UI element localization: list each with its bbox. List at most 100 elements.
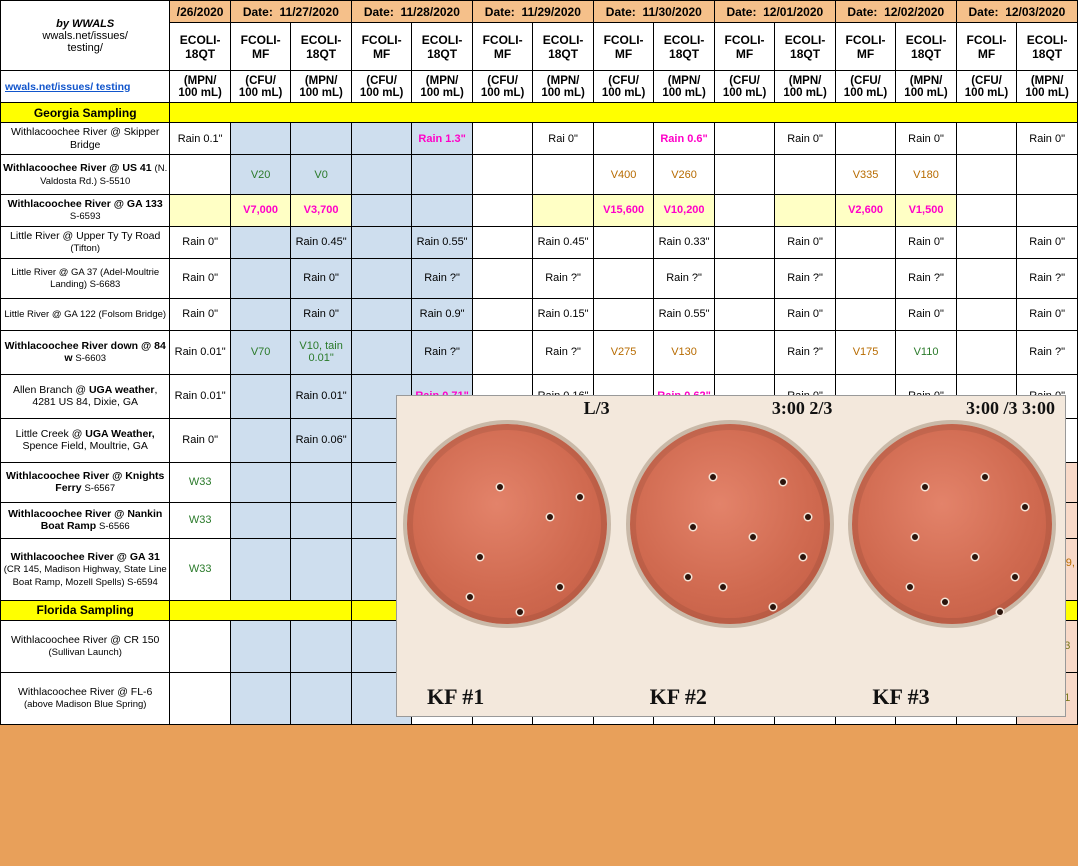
data-cell: [412, 195, 473, 227]
source-link[interactable]: wwals.net/issues/ testing: [1, 71, 170, 103]
data-cell: Rain 0": [1017, 226, 1078, 258]
data-cell: [593, 298, 653, 330]
data-cell: Rain 0": [896, 298, 957, 330]
unit: (CFU/100 mL): [956, 71, 1016, 103]
unit: (MPN/100 mL): [291, 71, 352, 103]
data-cell: Rai 0": [533, 123, 594, 155]
data-cell: [956, 195, 1016, 227]
data-cell: Rain 0": [170, 258, 230, 298]
data-cell: V130: [654, 330, 715, 374]
data-cell: Rain 0": [170, 226, 230, 258]
data-cell: [714, 330, 774, 374]
data-cell: Rain 0.45": [291, 226, 352, 258]
data-cell: [291, 502, 352, 538]
data-cell: [593, 226, 653, 258]
data-cell: Rain 0.01": [291, 374, 352, 418]
data-cell: [956, 298, 1016, 330]
data-cell: [956, 123, 1016, 155]
data-cell: V20: [230, 155, 290, 195]
unit: (MPN/100 mL): [654, 71, 715, 103]
data-cell: V2,600: [835, 195, 895, 227]
coltype: FCOLI-MF: [472, 23, 532, 71]
coltype: ECOLI-18QT: [896, 23, 957, 71]
unit: (MPN/100 mL): [896, 71, 957, 103]
data-cell: [956, 226, 1016, 258]
coltype: FCOLI-MF: [956, 23, 1016, 71]
coltype: FCOLI-MF: [593, 23, 653, 71]
data-cell: [956, 330, 1016, 374]
data-cell: Rain 0": [291, 298, 352, 330]
data-cell: [1017, 155, 1078, 195]
data-cell: V10,200: [654, 195, 715, 227]
row-label: Allen Branch @ UGA weather, 4281 US 84, …: [1, 374, 170, 418]
petri-circle: [407, 424, 607, 624]
data-cell: [1017, 195, 1078, 227]
data-cell: V7,000: [230, 195, 290, 227]
data-cell: [170, 620, 230, 672]
coltype: FCOLI-MF: [230, 23, 290, 71]
data-cell: Rain 0.55": [654, 298, 715, 330]
data-cell: [472, 226, 532, 258]
date-header-1: Date: 11/28/2020: [351, 1, 472, 23]
data-cell: Rain 0.01": [170, 330, 230, 374]
data-cell: Rain ?": [896, 258, 957, 298]
data-cell: [835, 226, 895, 258]
date-frag: /26/2020: [170, 1, 230, 23]
data-cell: [714, 258, 774, 298]
row-label: Withlacoochee River @ CR 150 (Sullivan L…: [1, 620, 170, 672]
data-cell: Rain 0": [1017, 298, 1078, 330]
data-cell: [533, 195, 594, 227]
petri-photo-overlay: L/3KF #13:00 2/3KF #23:00 /3 3:00KF #3: [396, 395, 1066, 717]
data-cell: V275: [593, 330, 653, 374]
unit: (MPN/100 mL): [1017, 71, 1078, 103]
unit: (MPN/100 mL): [412, 71, 473, 103]
row-label: Withlacoochee River @ US 41 (N. Valdosta…: [1, 155, 170, 195]
data-cell: [351, 258, 411, 298]
data-cell: [472, 123, 532, 155]
data-cell: [775, 195, 836, 227]
row-label: Withlacoochee River @ Nankin Boat Ramp S…: [1, 502, 170, 538]
data-cell: [291, 538, 352, 600]
unit: (CFU/100 mL): [351, 71, 411, 103]
data-cell: [291, 123, 352, 155]
data-cell: W33: [170, 462, 230, 502]
data-cell: Rain 0": [291, 258, 352, 298]
date-header-6: Date: 12/03/2020: [956, 1, 1077, 23]
data-cell: [351, 195, 411, 227]
section-florida: Florida Sampling: [1, 600, 170, 620]
data-cell: Rain ?": [775, 330, 836, 374]
petri-label-bottom: KF #3: [872, 684, 929, 710]
data-cell: Rain 0.45": [533, 226, 594, 258]
date-header-5: Date: 12/02/2020: [835, 1, 956, 23]
data-cell: W33: [170, 502, 230, 538]
coltype: FCOLI-MF: [351, 23, 411, 71]
data-cell: Rain ?": [775, 258, 836, 298]
unit: (CFU/100 mL): [714, 71, 774, 103]
section-georgia: Georgia Sampling: [1, 103, 170, 123]
date-header-3: Date: 11/30/2020: [593, 1, 714, 23]
data-cell: Rain 0.1": [170, 123, 230, 155]
row-label: Little Creek @ UGA Weather, Spence Field…: [1, 418, 170, 462]
data-cell: [230, 374, 290, 418]
data-cell: Rain 0.01": [170, 374, 230, 418]
petri-label-top: L/3: [584, 398, 610, 419]
data-cell: [230, 538, 290, 600]
data-cell: [291, 672, 352, 724]
petri-label-bottom: KF #1: [427, 684, 484, 710]
data-cell: V3,700: [291, 195, 352, 227]
data-cell: [230, 226, 290, 258]
unit: (MPN/100 mL): [170, 71, 230, 103]
data-cell: V110: [896, 330, 957, 374]
data-cell: [593, 123, 653, 155]
data-cell: Rain 0.55": [412, 226, 473, 258]
data-cell: [714, 226, 774, 258]
data-cell: V0: [291, 155, 352, 195]
data-cell: [351, 155, 411, 195]
data-cell: Rain ?": [412, 258, 473, 298]
date-header-4: Date: 12/01/2020: [714, 1, 835, 23]
data-cell: Rain 0": [775, 298, 836, 330]
data-cell: Rain 0.9": [412, 298, 473, 330]
data-cell: [230, 462, 290, 502]
petri-dish-2: 3:00 2/3KF #2: [620, 396, 843, 716]
coltype: ECOLI-18QT: [412, 23, 473, 71]
